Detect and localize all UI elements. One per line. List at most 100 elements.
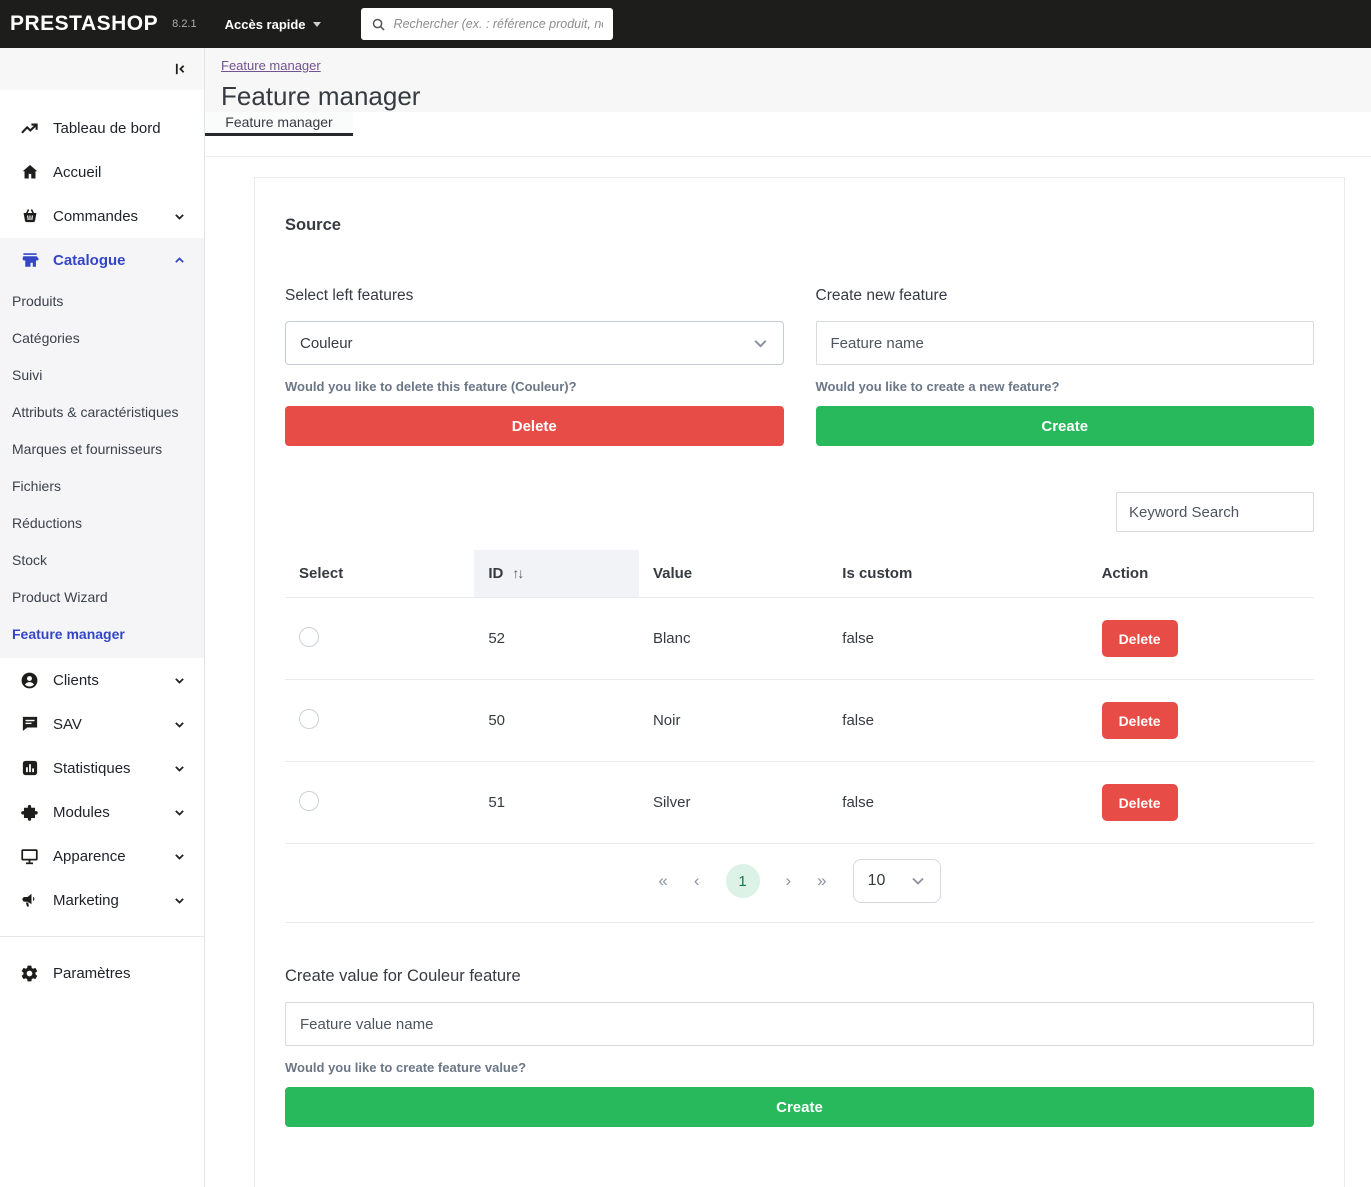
row-select-radio[interactable]	[299, 626, 319, 647]
column-header-value: Value	[652, 565, 693, 582]
cell-id: 51	[474, 761, 639, 844]
create-feature-button[interactable]: Create	[815, 406, 1314, 446]
feature-manager-panel: Source Select left features Couleur Woul…	[254, 177, 1345, 1187]
create-value-hint: Would you like to create feature value?	[285, 1060, 527, 1075]
sidebar-item-marketing[interactable]: Marketing	[0, 878, 204, 922]
chevron-down-icon	[752, 335, 769, 352]
basket-icon	[20, 207, 39, 226]
sidebar-item-monitoring[interactable]: Suivi	[12, 366, 43, 383]
page-title: Feature manager	[221, 81, 421, 111]
sidebar-item-customers[interactable]: Clients	[0, 658, 204, 702]
home-icon	[20, 163, 39, 182]
quick-access-menu[interactable]: Accès rapide	[225, 17, 321, 32]
page-size-select[interactable]: 10	[852, 859, 941, 903]
row-delete-button[interactable]: Delete	[1101, 702, 1178, 739]
quick-access-label: Accès rapide	[224, 16, 306, 32]
pagination-current-page[interactable]: 1	[725, 864, 760, 898]
keyword-search-input[interactable]	[1116, 492, 1314, 532]
row-delete-button[interactable]: Delete	[1101, 620, 1178, 657]
create-feature-column: Create new feature Would you like to cre…	[815, 287, 1314, 446]
row-select-radio[interactable]	[299, 790, 319, 811]
sidebar: Tableau de bord Accueil Commandes	[0, 48, 205, 1187]
trending-up-icon	[20, 119, 39, 138]
pagination-next-button[interactable]: ›	[785, 871, 792, 890]
version-label: 8.2.1	[172, 18, 197, 30]
column-header-id: ID ↑↓	[474, 550, 639, 598]
table-header-row: Select ID ↑↓ Value Is custom Action	[285, 550, 1314, 598]
sidebar-item-attributes[interactable]: Attributs & caractéristiques	[12, 403, 179, 420]
sidebar-item-label: Clients	[53, 671, 99, 689]
cell-is-custom: false	[828, 597, 1088, 680]
sidebar-item-products[interactable]: Produits	[12, 292, 64, 309]
cell-is-custom: false	[828, 679, 1088, 762]
sidebar-item-stock[interactable]: Stock	[12, 551, 48, 568]
cell-id: 50	[474, 679, 639, 762]
feature-select[interactable]: Couleur	[285, 321, 784, 365]
create-value-section: Create value for Couleur feature Would y…	[285, 967, 1314, 1127]
sidebar-item-orders[interactable]: Commandes	[0, 194, 204, 238]
global-search	[360, 8, 613, 40]
sidebar-item-label: Accueil	[53, 163, 102, 181]
delete-feature-hint: Would you like to delete this feature (C…	[285, 379, 577, 394]
tab-feature-manager[interactable]: Feature manager	[205, 112, 353, 136]
chevron-down-icon	[173, 718, 186, 731]
sidebar-item-catalog[interactable]: Catalogue	[0, 238, 204, 282]
gear-icon	[20, 964, 39, 983]
sidebar-item-design[interactable]: Apparence	[0, 834, 204, 878]
sidebar-collapse-button[interactable]	[172, 61, 188, 77]
sidebar-item-brands-suppliers[interactable]: Marques et fournisseurs	[12, 440, 163, 457]
row-select-radio[interactable]	[299, 708, 319, 729]
sidebar-item-discounts[interactable]: Réductions	[12, 514, 83, 531]
chevron-down-icon	[910, 873, 926, 889]
cell-value: Silver	[638, 761, 829, 844]
table-row: 52 Blanc false Delete	[285, 597, 1314, 680]
catalog-section: Catalogue Produits Catégories Suivi Attr…	[0, 238, 204, 658]
pagination-first-button[interactable]: «	[658, 871, 668, 890]
table-row: 50 Noir false Delete	[285, 679, 1314, 762]
sidebar-item-modules[interactable]: Modules	[0, 790, 204, 834]
delete-feature-button[interactable]: Delete	[285, 406, 784, 446]
sidebar-item-label: Commandes	[53, 207, 139, 225]
collapse-left-icon	[175, 63, 185, 75]
cell-value: Noir	[638, 679, 829, 762]
page-size-value: 10	[867, 872, 886, 889]
sidebar-item-stats[interactable]: Statistiques	[0, 746, 204, 790]
sidebar-item-label: Marketing	[53, 891, 119, 909]
sidebar-item-settings[interactable]: Paramètres	[0, 951, 204, 995]
prestashop-logo[interactable]: PRESTASHOP	[10, 12, 159, 35]
chat-bubble-icon	[20, 715, 39, 734]
cell-is-custom: false	[828, 761, 1088, 844]
row-delete-button[interactable]: Delete	[1101, 784, 1178, 821]
sidebar-item-categories[interactable]: Catégories	[12, 329, 80, 346]
chevron-down-icon	[173, 806, 186, 819]
breadcrumb[interactable]: Feature manager	[221, 58, 321, 73]
keyword-search-row	[285, 492, 1314, 532]
column-header-select: Select	[299, 565, 344, 582]
create-feature-label: Create new feature	[815, 287, 948, 304]
feature-name-input[interactable]	[815, 321, 1314, 365]
chevron-down-icon	[173, 762, 186, 775]
pagination-prev-button[interactable]: ‹	[693, 871, 700, 890]
feature-value-name-input[interactable]	[285, 1002, 1314, 1046]
create-feature-hint: Would you like to create a new feature?	[815, 379, 1060, 394]
sidebar-item-files[interactable]: Fichiers	[12, 477, 62, 494]
topbar: PRESTASHOP 8.2.1 Accès rapide	[0, 0, 1371, 48]
sidebar-item-label: Modules	[53, 803, 110, 821]
sort-icon[interactable]: ↑↓	[512, 565, 524, 581]
pagination-last-button[interactable]: »	[817, 871, 827, 890]
sidebar-item-customer-service[interactable]: SAV	[0, 702, 204, 746]
sidebar-item-home[interactable]: Accueil	[0, 150, 204, 194]
catalog-subnav: Produits Catégories Suivi Attributs & ca…	[0, 282, 204, 652]
caret-down-icon	[312, 21, 321, 27]
sidebar-item-product-wizard[interactable]: Product Wizard	[12, 588, 108, 605]
sidebar-item-label: Paramètres	[53, 964, 131, 982]
search-input[interactable]	[393, 17, 603, 31]
sidebar-item-feature-manager[interactable]: Feature manager	[12, 625, 125, 642]
feature-select-value: Couleur	[300, 334, 353, 352]
table-row: 51 Silver false Delete	[285, 761, 1314, 844]
chevron-down-icon	[173, 210, 186, 223]
sidebar-header	[0, 48, 204, 90]
create-value-button[interactable]: Create	[285, 1087, 1314, 1127]
cell-value: Blanc	[638, 597, 829, 680]
sidebar-item-dashboard[interactable]: Tableau de bord	[0, 106, 204, 150]
